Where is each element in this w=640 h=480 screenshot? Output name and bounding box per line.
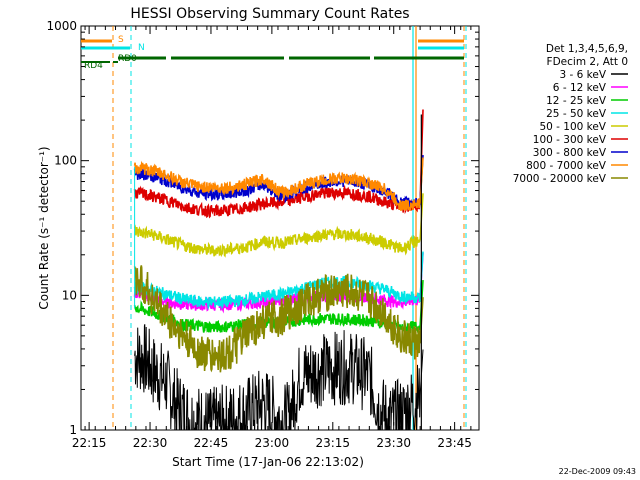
x-tick-label: 22:15 xyxy=(72,436,107,450)
y-tick-label: 100 xyxy=(54,154,77,168)
y-tick-label: 1 xyxy=(69,423,77,437)
y-tick-label: 10 xyxy=(62,288,77,302)
series-line-0 xyxy=(134,324,424,430)
legend-header-line-2: FDecim 2, Att 0 xyxy=(547,56,628,68)
series-line-3 xyxy=(133,251,424,311)
x-tick-label: 23:45 xyxy=(437,436,472,450)
y-tick-label: 1000 xyxy=(46,19,77,33)
series-line-8 xyxy=(133,265,424,373)
flag-label-s: S xyxy=(118,35,124,45)
legend-label-8: 7000 - 20000 keV xyxy=(513,173,607,185)
legend-label-0: 3 - 6 keV xyxy=(559,69,606,81)
date-stamp: 22-Dec-2009 09:43 xyxy=(559,467,636,476)
x-tick-label: 23:30 xyxy=(376,436,411,450)
flag-label-rd0: RD0 xyxy=(118,54,137,64)
legend-label-7: 800 - 7000 keV xyxy=(526,160,607,172)
chart-title: HESSI Observing Summary Count Rates xyxy=(130,6,409,22)
x-tick-label: 22:45 xyxy=(194,436,229,450)
legend: Det 1,3,4,5,6,9, FDecim 2, Att 0 3 - 6 k… xyxy=(513,43,628,185)
x-tick-label: 23:15 xyxy=(315,436,350,450)
x-tick-label: 23:00 xyxy=(255,436,290,450)
legend-header-line-1: Det 1,3,4,5,6,9, xyxy=(546,43,628,55)
legend-label-2: 12 - 25 keV xyxy=(546,95,607,107)
flag-label-rd4: RD4 xyxy=(84,61,103,71)
x-axis-label: Start Time (17-Jan-06 22:13:02) xyxy=(172,455,364,469)
series-group xyxy=(133,109,424,430)
y-axis-label: Count Rate (s⁻¹ detector⁻¹) xyxy=(37,146,51,309)
legend-label-3: 25 - 50 keV xyxy=(546,108,607,120)
legend-label-1: 6 - 12 keV xyxy=(553,82,607,94)
series-line-4 xyxy=(133,193,424,258)
legend-label-4: 50 - 100 keV xyxy=(539,121,606,133)
legend-label-6: 300 - 800 keV xyxy=(533,147,607,159)
legend-label-5: 100 - 300 keV xyxy=(533,134,607,146)
x-tick-label: 22:30 xyxy=(133,436,168,450)
flag-label-n: N xyxy=(138,43,145,53)
series-line-7 xyxy=(133,157,424,211)
series-line-5 xyxy=(133,109,424,219)
